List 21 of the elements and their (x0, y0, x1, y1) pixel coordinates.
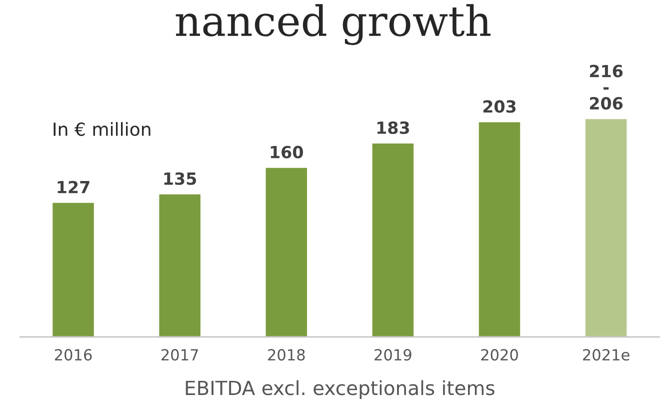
x-tick-label: 2018 (268, 349, 305, 361)
chart-title: nanced growth (176, 4, 491, 46)
bar (477, 120, 522, 337)
x-tick-label: 2021e (583, 349, 630, 361)
data-label: 183 (377, 121, 410, 134)
x-tick-label: 2020 (481, 349, 518, 361)
x-axis-title: EBITDA excl. exceptionals items (186, 380, 494, 400)
data-label: 216 - 206 (590, 64, 623, 110)
data-label: 135 (164, 172, 196, 185)
bar (264, 166, 308, 337)
bar (584, 118, 628, 337)
annotation: In € million (54, 122, 150, 136)
x-tick-label: 2017 (162, 349, 198, 361)
bar (51, 202, 96, 337)
data-label: 160 (270, 146, 303, 158)
data-label: 127 (58, 180, 90, 194)
x-tick-label: 2016 (54, 349, 92, 361)
bar (158, 193, 202, 337)
data-label: 203 (483, 100, 516, 113)
bar (370, 142, 415, 337)
x-tick-label: 2019 (374, 349, 412, 361)
